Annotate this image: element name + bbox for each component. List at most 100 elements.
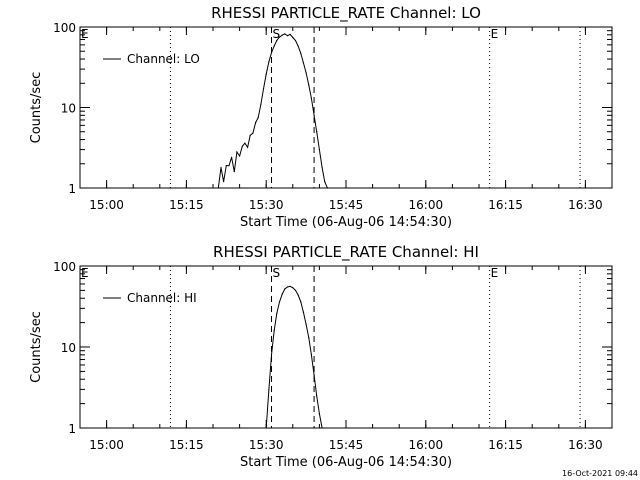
c0-data-point	[318, 149, 320, 151]
c0-data-point	[313, 114, 315, 116]
c1-data-point	[268, 388, 270, 390]
c0-data-point	[233, 171, 235, 173]
c1-data-point	[310, 354, 312, 356]
c0-data-point	[302, 62, 304, 64]
c1-data-point	[286, 286, 289, 288]
c0-data-point	[316, 131, 318, 133]
c0-data-point	[257, 117, 259, 119]
c0-data-point	[292, 36, 294, 39]
c1-y-tick-label: 10	[61, 341, 76, 355]
c0-data-point	[321, 166, 323, 169]
c0-data-point	[228, 165, 230, 167]
c0-series-line	[217, 33, 328, 189]
c1-data-point	[300, 301, 302, 303]
c1-marker-label: E	[491, 266, 499, 280]
c0-data-point	[255, 122, 257, 124]
c0-data-point	[236, 151, 238, 153]
c1-marker-label: E	[81, 266, 89, 280]
c0-data-point	[241, 145, 243, 147]
c0-y-tick-label: 100	[53, 21, 76, 35]
c0-data-point	[262, 88, 265, 90]
panel-hi: RHESSI PARTICLE_RATE Channel: HI Counts/s…	[29, 243, 613, 470]
c0-y-axis-label: Counts/sec	[29, 72, 44, 144]
c0-x-axis-label: Start Time (06-Aug-06 14:54:30)	[240, 215, 452, 230]
c1-data-point	[284, 288, 286, 290]
c0-data-point	[220, 166, 222, 169]
c0-data-point	[276, 39, 278, 42]
c0-y-tick-label: 1	[68, 182, 76, 196]
c1-chart-title: RHESSI PARTICLE_RATE Channel: HI	[213, 243, 479, 262]
c0-data-point	[308, 84, 310, 86]
c0-marker-label: E	[81, 27, 89, 41]
c1-y-tick-label: 1	[68, 422, 76, 436]
c0-data-point	[265, 73, 267, 75]
c0-chart-title: RHESSI PARTICLE_RATE Channel: LO	[211, 4, 481, 23]
c0-marker-label: S	[273, 27, 281, 41]
c1-y-tick-label: 100	[53, 260, 76, 274]
c0-data-point	[247, 146, 249, 148]
c0-data-point	[284, 33, 286, 35]
c1-data-point	[278, 301, 281, 303]
c0-x-tick-label: 15:00	[89, 198, 124, 212]
c1-data-point	[276, 312, 278, 314]
c1-data-point	[302, 311, 304, 313]
c1-x-tick-label: 16:15	[488, 438, 523, 452]
c0-data-point	[231, 156, 233, 158]
c0-data-point	[289, 33, 291, 36]
c0-data-point	[305, 72, 307, 74]
c1-data-point	[273, 329, 275, 332]
c1-data-point	[316, 395, 318, 397]
c0-data-point	[270, 52, 273, 54]
c0-data-point	[244, 142, 246, 144]
c0-data-point	[294, 39, 297, 42]
c0-data-point	[324, 181, 326, 183]
c1-data-point	[318, 413, 320, 415]
c1-x-tick-label: 16:00	[409, 438, 444, 452]
c0-data-point	[252, 132, 254, 134]
c0-data-point	[300, 52, 302, 55]
c1-data-point	[270, 354, 273, 356]
c1-marker-label: S	[273, 266, 281, 280]
c0-data-point	[281, 34, 283, 36]
c0-data-point	[278, 36, 281, 38]
c1-series-line	[265, 285, 323, 429]
c0-data-point	[217, 187, 219, 189]
c1-data-point	[308, 337, 310, 339]
c0-data-point	[326, 187, 328, 189]
c1-data-point	[265, 427, 267, 429]
c0-data-point	[286, 35, 289, 37]
c1-y-axis-label: Counts/sec	[29, 311, 44, 383]
c0-x-tick-label: 15:30	[249, 198, 284, 212]
c1-x-tick-label: 16:30	[568, 438, 603, 452]
c1-data-point	[321, 427, 323, 429]
footer-timestamp: 16-Oct-2021 09:44	[562, 469, 638, 478]
c0-x-tick-label: 16:30	[568, 198, 603, 212]
c0-y-tick-label: 10	[61, 102, 76, 116]
c0-data-point	[239, 155, 241, 157]
c0-data-point	[249, 134, 251, 136]
c1-data-point	[281, 293, 283, 295]
c1-data-point	[294, 289, 297, 291]
c1-x-tick-label: 15:45	[329, 438, 364, 452]
c0-data-point	[310, 97, 312, 99]
c0-x-tick-label: 15:15	[169, 198, 204, 212]
c0-data-point	[273, 45, 275, 47]
c0-x-tick-label: 15:45	[329, 198, 364, 212]
c0-x-tick-label: 16:15	[488, 198, 523, 212]
c1-data-point	[289, 285, 291, 287]
c1-x-tick-label: 15:15	[169, 438, 204, 452]
c1-data-point	[292, 287, 294, 289]
c0-legend-label: Channel: LO	[127, 52, 200, 66]
c1-x-tick-label: 15:00	[89, 438, 124, 452]
c1-x-axis-label: Start Time (06-Aug-06 14:54:30)	[240, 455, 452, 470]
c1-data-point	[313, 374, 315, 376]
c0-data-point	[260, 103, 262, 105]
c0-marker-label: E	[491, 27, 499, 41]
c0-data-point	[297, 45, 299, 47]
c0-data-point	[268, 61, 270, 63]
c1-data-point	[297, 294, 299, 296]
c1-x-tick-label: 15:30	[249, 438, 284, 452]
c0-data-point	[225, 165, 227, 167]
c0-x-tick-label: 16:00	[409, 198, 444, 212]
